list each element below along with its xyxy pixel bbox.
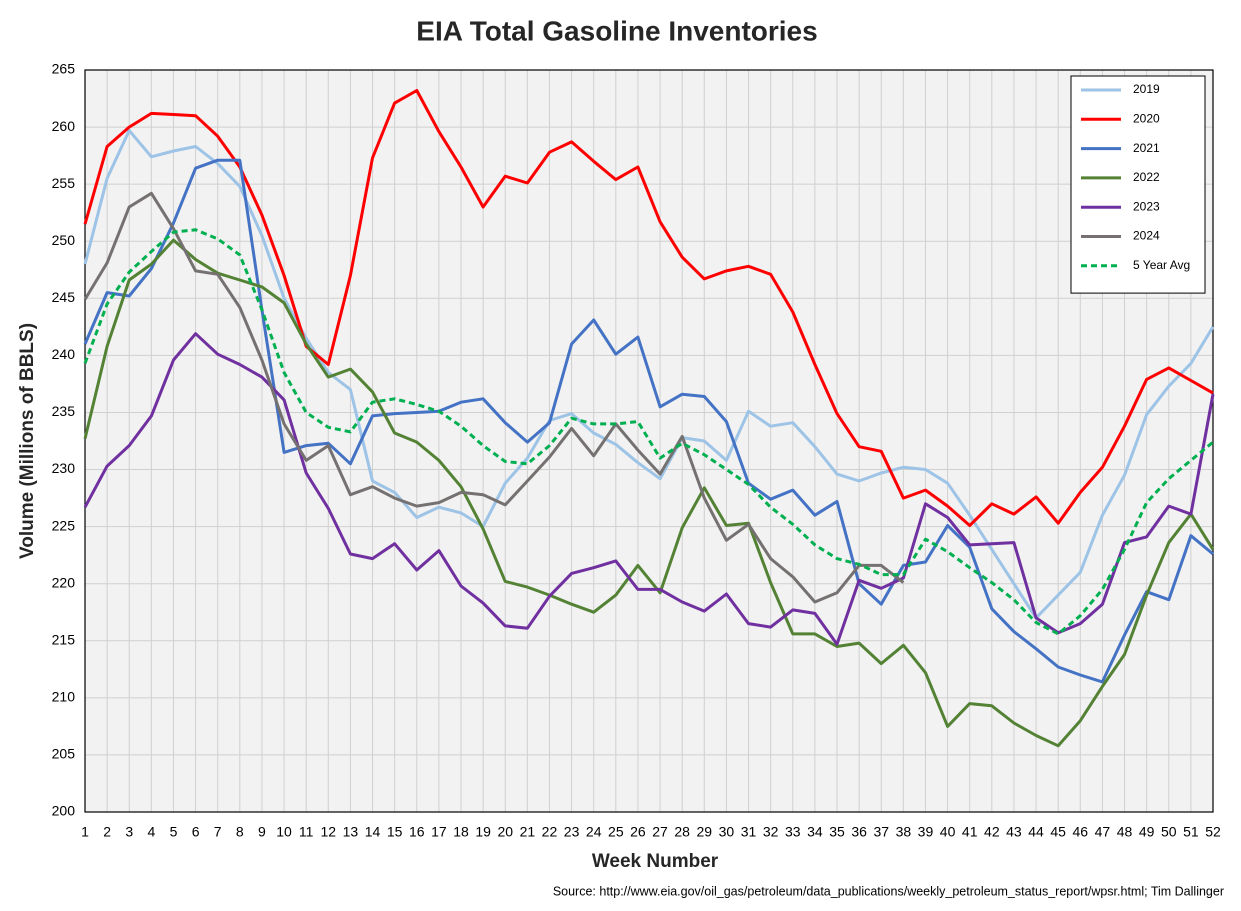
x-tick-label: 7 (214, 824, 222, 840)
y-tick-label: 250 (52, 232, 76, 248)
series-line (83, 89, 1214, 527)
x-tick-label: 17 (431, 824, 447, 840)
x-tick-label: 10 (276, 824, 292, 840)
y-tick-label: 260 (52, 118, 76, 134)
x-tick-label: 11 (299, 824, 314, 840)
x-tick-label: 37 (873, 824, 889, 840)
x-tick-label: 4 (147, 824, 155, 840)
legend-label: 2020 (1133, 111, 1160, 125)
legend-box (1070, 75, 1206, 294)
x-tick-label: 47 (1095, 824, 1111, 840)
x-tick-label: 50 (1161, 824, 1177, 840)
x-tick-label: 21 (520, 824, 536, 840)
x-tick-label: 48 (1117, 824, 1133, 840)
x-tick-label: 35 (829, 824, 845, 840)
x-tick-label: 42 (984, 824, 1000, 840)
series-line (83, 228, 1214, 636)
x-tick-label: 45 (1050, 824, 1066, 840)
x-tick-label: 29 (697, 824, 713, 840)
legend-label: 2024 (1133, 229, 1160, 243)
y-tick-label: 240 (52, 346, 76, 362)
x-tick-label: 33 (785, 824, 801, 840)
x-tick-label: 16 (409, 824, 425, 840)
x-tick-label: 20 (497, 824, 513, 840)
x-tick-label: 26 (630, 824, 646, 840)
x-axis-title: Week Number (592, 851, 719, 872)
x-tick-label: 1 (81, 824, 89, 840)
legend-label: 2022 (1133, 170, 1160, 184)
chart-title: EIA Total Gasoline Inventories (416, 15, 817, 46)
x-tick-label: 19 (475, 824, 491, 840)
x-tick-label: 3 (125, 824, 133, 840)
y-tick-label: 220 (52, 574, 76, 590)
x-tick-label: 44 (1028, 824, 1044, 840)
x-tick-label: 52 (1205, 824, 1221, 840)
x-tick-label: 2 (103, 824, 111, 840)
x-tick-label: 8 (236, 824, 244, 840)
x-tick-label: 30 (719, 824, 735, 840)
y-axis-title: Volume (Millions of BBLS) (17, 323, 38, 559)
y-tick-label: 205 (52, 746, 76, 762)
y-tick-label: 210 (52, 689, 76, 705)
series-line (83, 191, 905, 604)
y-tick-label: 265 (52, 61, 76, 77)
x-tick-label: 40 (940, 824, 956, 840)
x-tick-label: 31 (741, 824, 757, 840)
y-tick-label: 225 (52, 517, 76, 533)
x-tick-label: 39 (918, 824, 934, 840)
x-tick-label: 49 (1139, 824, 1155, 840)
x-tick-label: 34 (807, 824, 823, 840)
x-tick-label: 25 (608, 824, 624, 840)
x-tick-label: 41 (962, 824, 978, 840)
legend-label: 2023 (1133, 199, 1160, 213)
x-tick-label: 12 (321, 824, 337, 840)
x-tick-label: 15 (387, 824, 403, 840)
series-line (83, 158, 1214, 684)
x-tick-label: 28 (674, 824, 690, 840)
plot-frame (84, 69, 1214, 813)
legend-label: 2021 (1133, 141, 1160, 155)
y-tick-label: 245 (52, 289, 76, 305)
series-line (83, 129, 1215, 620)
x-tick-label: 5 (170, 824, 178, 840)
x-tick-label: 43 (1006, 824, 1022, 840)
x-tick-label: 32 (763, 824, 779, 840)
y-tick-label: 200 (52, 803, 76, 819)
y-tick-label: 255 (52, 175, 76, 191)
y-tick-label: 215 (52, 631, 76, 647)
x-tick-label: 46 (1073, 824, 1089, 840)
x-tick-label: 22 (542, 824, 558, 840)
x-tick-label: 9 (258, 824, 266, 840)
x-tick-label: 38 (896, 824, 912, 840)
source-note: Source: http://www.eia.gov/oil_gas/petro… (553, 884, 1224, 898)
x-tick-label: 18 (453, 824, 469, 840)
x-tick-label: 13 (343, 824, 359, 840)
series-line (83, 238, 1215, 748)
legend-label: 2019 (1133, 82, 1160, 96)
x-tick-label: 27 (652, 824, 668, 840)
x-tick-label: 6 (192, 824, 200, 840)
x-tick-label: 51 (1183, 824, 1199, 840)
y-tick-label: 230 (52, 460, 76, 476)
x-tick-label: 14 (365, 824, 381, 840)
y-tick-label: 235 (52, 403, 76, 419)
x-tick-label: 36 (851, 824, 867, 840)
legend-label: 5 Year Avg (1133, 258, 1190, 272)
x-tick-label: 24 (586, 824, 602, 840)
x-tick-label: 23 (564, 824, 580, 840)
